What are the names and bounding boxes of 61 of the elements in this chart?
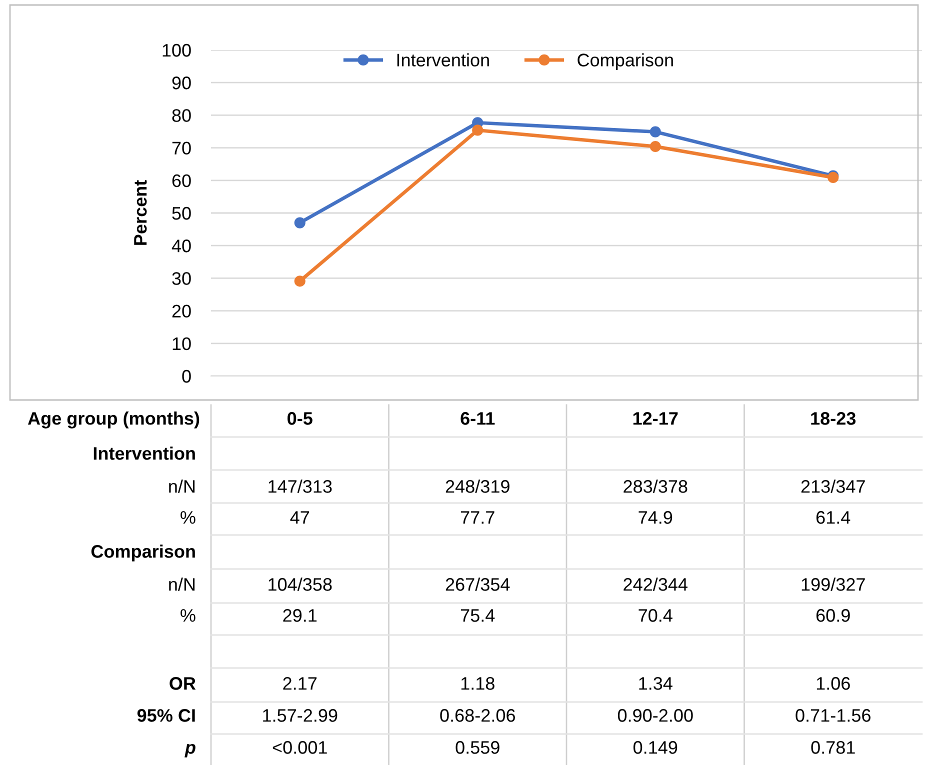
- x-axis-title: Age group (months): [28, 412, 200, 428]
- text: 267/354: [446, 578, 510, 591]
- x-tick-label: 18-23: [811, 412, 856, 425]
- point: [650, 126, 661, 138]
- text: <0.001: [272, 741, 327, 754]
- point: [472, 124, 484, 136]
- text: 0.68-2.06: [440, 709, 515, 722]
- text: 1.57-2.99: [263, 709, 338, 722]
- text: OR: [170, 677, 196, 690]
- x-tick-label: 6-11: [460, 412, 495, 425]
- data-label: 61.4: [816, 511, 850, 524]
- legend-label: Intervention: [397, 53, 489, 66]
- text: 0.559: [456, 741, 500, 754]
- text: 199/327: [802, 578, 865, 591]
- text: %: [180, 609, 196, 622]
- text: Intervention: [94, 446, 195, 460]
- x-tick-label: 12-17: [633, 412, 678, 425]
- text: 242/344: [624, 578, 688, 591]
- text: 1.18: [461, 677, 494, 690]
- data-label: 70.4: [638, 609, 672, 622]
- text: 213/347: [801, 480, 865, 493]
- text: %: [180, 511, 196, 524]
- text: 147/313: [268, 480, 332, 493]
- y-axis-title: Percent: [134, 180, 147, 245]
- y-tick-label: 100: [162, 44, 191, 57]
- legend-label: Comparison: [578, 53, 673, 70]
- y-tick-label: 60: [172, 174, 191, 188]
- point: [650, 140, 661, 152]
- y-tick-label: 30: [172, 272, 191, 285]
- y-tick-label: 50: [172, 206, 191, 220]
- text: 283/378: [624, 480, 688, 493]
- text: 0.781: [811, 741, 855, 754]
- data-label: 60.9: [816, 609, 850, 622]
- x-tick-label: 0-5: [288, 412, 312, 425]
- text: p: [184, 744, 196, 758]
- text: n/N: [169, 480, 195, 493]
- data-label: 47: [290, 511, 310, 524]
- y-tick-label: 80: [172, 109, 191, 122]
- text: 248/319: [446, 480, 510, 493]
- y-tick-label: 10: [172, 337, 191, 350]
- point: [294, 276, 306, 287]
- y-tick-label: 40: [172, 240, 191, 252]
- text: 95% CI: [137, 709, 195, 722]
- text: 0.149: [633, 741, 678, 754]
- y-tick-label: 0: [182, 370, 191, 383]
- text: 2.17: [283, 677, 317, 690]
- text: 0.90-2.00: [618, 709, 693, 722]
- text: 1.34: [639, 677, 672, 690]
- y-tick-label: 90: [172, 76, 191, 90]
- y-tick-label: 70: [172, 142, 191, 155]
- text: 104/358: [268, 578, 332, 591]
- point: [294, 217, 306, 228]
- text: 0.71-1.56: [796, 709, 870, 722]
- text: n/N: [169, 578, 195, 591]
- data-label: 77.7: [460, 511, 494, 524]
- data-label: 74.9: [638, 511, 672, 524]
- text: Comparison: [91, 544, 195, 562]
- text: 1.06: [816, 677, 850, 690]
- data-label: 29.1: [283, 609, 317, 622]
- y-tick-label: 20: [172, 304, 191, 318]
- data-label: 75.4: [460, 609, 495, 622]
